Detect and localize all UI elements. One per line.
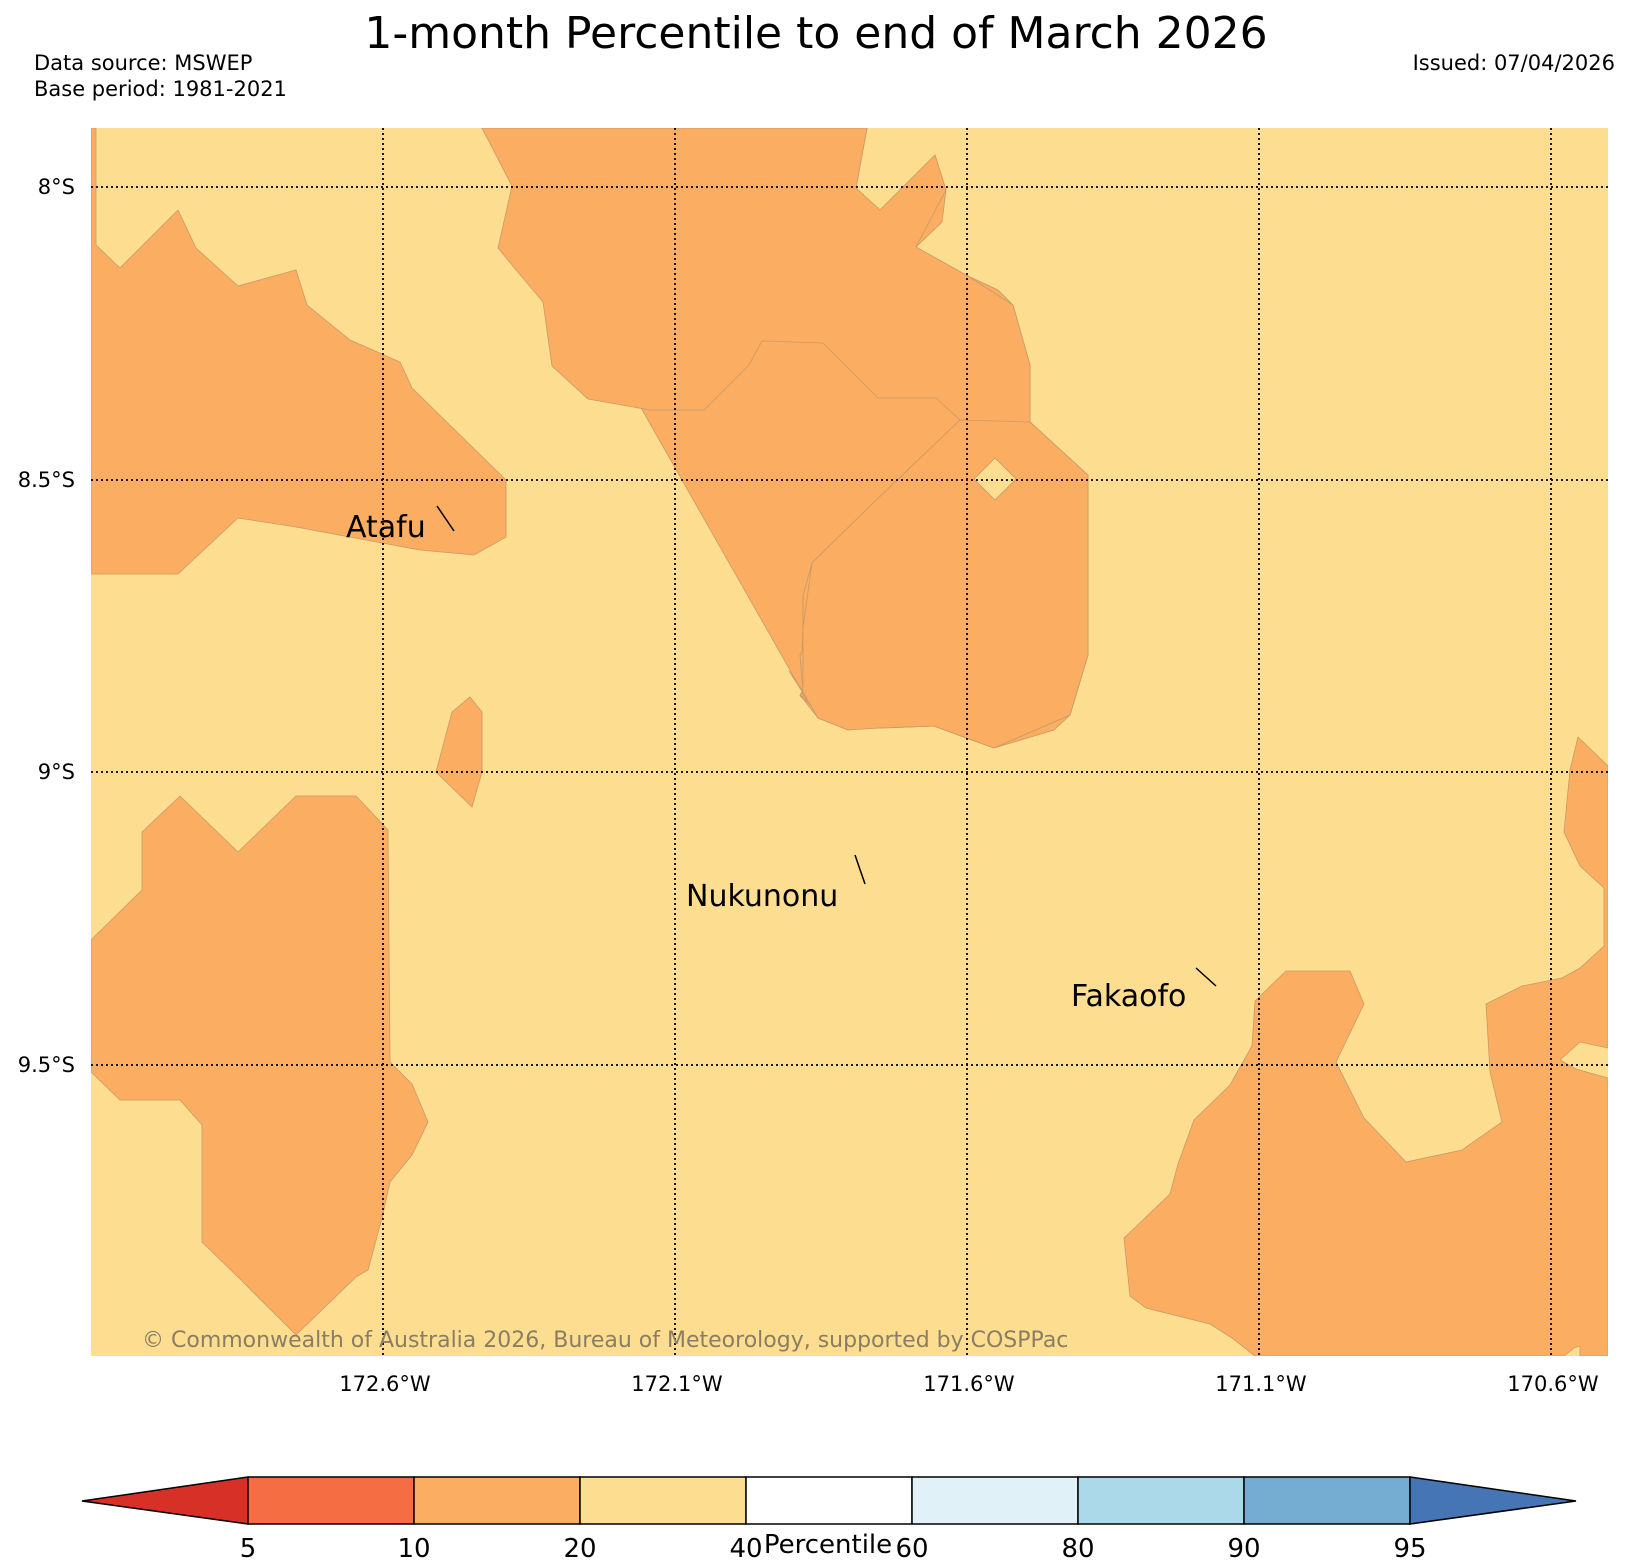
colorbar-bin-10-20 [413, 1476, 581, 1525]
place-label-nukunonu: Nukunonu [686, 879, 838, 914]
lat-label-8-5: 8.5°S [18, 468, 75, 492]
base-period-text: Base period: 1981-2021 [34, 77, 287, 101]
place-label-fakaofo: Fakaofo [1071, 979, 1186, 1014]
lat-label-9-5: 9.5°S [18, 1053, 75, 1077]
map-hole-small [973, 457, 1017, 501]
colorbar-bin-90-95 [1243, 1476, 1411, 1525]
lat-label-9: 9°S [38, 760, 75, 784]
colorbar-tick-40: 40 [729, 1534, 762, 1563]
atafu-marker [436, 505, 455, 532]
map-region-north-central-lower [802, 419, 1089, 749]
colorbar-extend-low [81, 1476, 249, 1525]
chart-title: 1-month Percentile to end of March 2026 [364, 8, 1268, 59]
lat-label-8: 8°S [38, 175, 75, 199]
lon-label-172-6: 172.6°W [339, 1372, 431, 1396]
colorbar-tick-60: 60 [895, 1534, 928, 1563]
lon-label-172-1: 172.1°W [631, 1372, 723, 1396]
map-region-northwest [91, 128, 507, 575]
map-region-small-patch [435, 696, 483, 808]
colorbar-bin-80-90 [1077, 1476, 1245, 1525]
colorbar-title: Percentile [763, 1530, 893, 1560]
colorbar-tick-95: 95 [1393, 1534, 1426, 1563]
data-source-text: Data source: MSWEP [34, 51, 253, 75]
colorbar-tick-20: 20 [563, 1534, 596, 1563]
meta-left: Data source: MSWEP Base period: 1981-202… [34, 50, 287, 102]
lon-label-171-1: 171.1°W [1215, 1372, 1307, 1396]
colorbar-bin-20-40 [579, 1476, 747, 1525]
lon-label-170-6: 170.6°W [1507, 1372, 1599, 1396]
copyright-text: © Commonwealth of Australia 2026, Bureau… [142, 1328, 1068, 1353]
colorbar-extend-high [1409, 1476, 1577, 1525]
issued-date-text: Issued: 07/04/2026 [1412, 51, 1615, 75]
place-label-atafu: Atafu [346, 510, 426, 545]
lon-label-171-6: 171.6°W [923, 1372, 1015, 1396]
colorbar [81, 1476, 1577, 1525]
fakaofo-marker [1195, 967, 1217, 987]
map-region-southwest [91, 795, 429, 1336]
colorbar-bin-60-80 [911, 1476, 1079, 1525]
colorbar-tick-5: 5 [240, 1534, 257, 1563]
colorbar-tick-10: 10 [397, 1534, 430, 1563]
colorbar-bin-5-10 [247, 1476, 415, 1525]
colorbar-tick-80: 80 [1061, 1534, 1094, 1563]
nukunonu-marker [854, 854, 866, 885]
colorbar-bin-40-60 [745, 1476, 913, 1525]
map-region-east-edge [1123, 736, 1608, 1356]
colorbar-tick-90: 90 [1227, 1534, 1260, 1563]
